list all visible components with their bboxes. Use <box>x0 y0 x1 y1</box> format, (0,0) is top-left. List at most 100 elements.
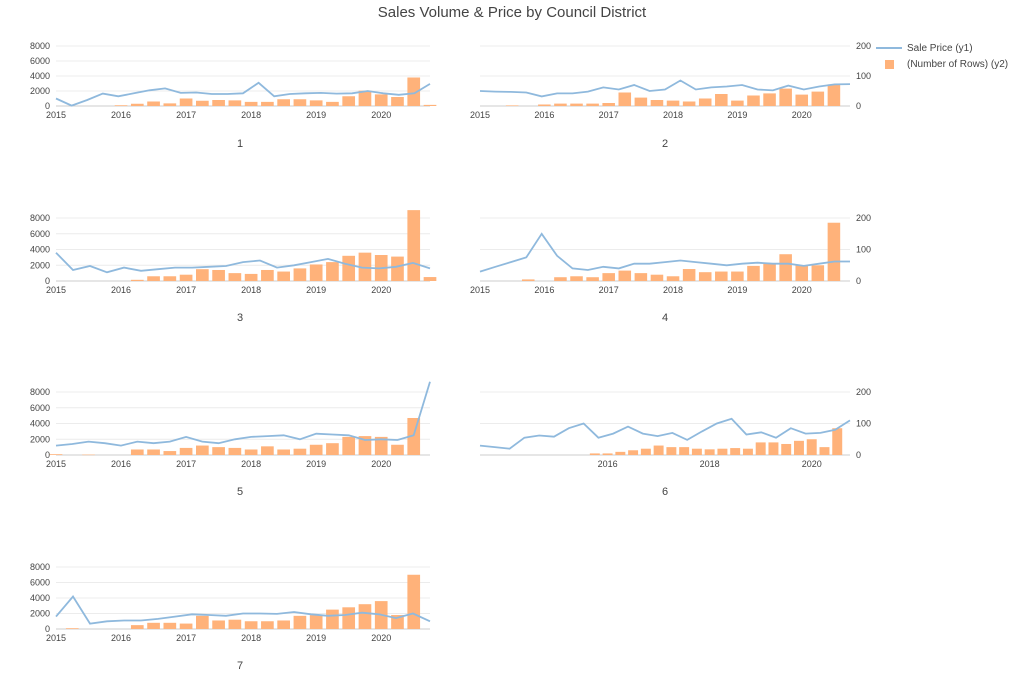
x-tick-label: 2015 <box>46 459 66 469</box>
y2-tick-label: 0 <box>856 450 861 460</box>
bar <box>691 448 702 455</box>
x-tick-label: 2016 <box>111 633 131 643</box>
x-tick-label: 2017 <box>599 285 619 295</box>
bar <box>374 94 388 106</box>
bar <box>747 95 760 106</box>
bar <box>261 621 274 629</box>
legend-item-rows[interactable]: (Number of Rows) (y2) <box>876 56 1008 72</box>
x-tick-label: 2018 <box>663 110 683 120</box>
bar <box>602 273 615 281</box>
y2-tick-label: 100 <box>856 419 871 429</box>
x-tick-label: 2020 <box>371 285 391 295</box>
bar <box>261 101 274 106</box>
x-tick-label: 2015 <box>470 110 490 120</box>
x-tick-label: 2019 <box>727 285 747 295</box>
bar <box>806 439 817 455</box>
y2-tick-label: 0 <box>856 276 861 286</box>
y1-tick-label: 4000 <box>30 419 50 429</box>
x-tick-label: 2017 <box>176 285 196 295</box>
bar <box>277 99 290 106</box>
bar <box>602 453 613 455</box>
bar <box>407 210 421 281</box>
facet-label: 4 <box>662 312 668 324</box>
facet-label: 3 <box>237 312 243 324</box>
bar <box>811 91 825 106</box>
bar <box>358 436 372 455</box>
bar <box>391 97 404 106</box>
y1-tick-label: 4000 <box>30 245 50 255</box>
bar <box>731 271 744 281</box>
y1-tick-label: 8000 <box>30 387 50 397</box>
x-tick-label: 2019 <box>306 285 326 295</box>
y1-tick-label: 0 <box>45 276 50 286</box>
bar <box>717 448 728 455</box>
bar <box>179 623 193 629</box>
y1-tick-label: 2000 <box>30 609 50 619</box>
x-tick-label: 2020 <box>802 459 822 469</box>
bar <box>147 449 160 455</box>
x-tick-label: 2018 <box>241 633 261 643</box>
y2-tick-label: 0 <box>856 101 861 111</box>
facet-label: 7 <box>237 660 243 672</box>
bar <box>342 607 356 629</box>
bar <box>554 277 567 281</box>
bar <box>212 100 225 106</box>
x-tick-label: 2020 <box>371 110 391 120</box>
x-tick-label: 2018 <box>241 459 261 469</box>
bar <box>779 88 792 106</box>
y1-tick-label: 6000 <box>30 56 50 66</box>
bar <box>326 262 339 281</box>
bar <box>147 622 160 629</box>
bar <box>277 449 290 455</box>
bar <box>309 100 323 106</box>
x-tick-label: 2015 <box>46 633 66 643</box>
bar <box>163 276 177 281</box>
y1-tick-label: 6000 <box>30 229 50 239</box>
bar <box>768 442 779 455</box>
bar <box>781 443 792 455</box>
bar <box>196 445 209 455</box>
x-tick-label: 2019 <box>306 459 326 469</box>
bar <box>730 448 741 455</box>
bar <box>715 271 728 281</box>
legend-item-sale-price[interactable]: Sale Price (y1) <box>876 40 1008 56</box>
bar <box>640 448 651 455</box>
legend: Sale Price (y1) (Number of Rows) (y2) <box>876 40 1008 72</box>
y1-tick-label: 4000 <box>30 71 50 81</box>
bar <box>793 440 804 455</box>
bar <box>130 449 144 455</box>
bar <box>212 269 225 281</box>
x-tick-label: 2015 <box>470 285 490 295</box>
bar <box>228 100 242 106</box>
sale-price-line <box>55 594 431 625</box>
x-tick-label: 2019 <box>727 110 747 120</box>
y1-tick-label: 0 <box>45 101 50 111</box>
bar <box>634 97 648 106</box>
y1-tick-label: 4000 <box>30 593 50 603</box>
x-tick-label: 2020 <box>792 110 812 120</box>
bar <box>342 255 356 281</box>
legend-label-sale-price: Sale Price (y1) <box>907 42 973 54</box>
bar <box>342 436 356 455</box>
y2-tick-label: 100 <box>856 71 871 81</box>
bar <box>261 269 274 281</box>
bar <box>212 447 225 455</box>
y1-tick-label: 0 <box>45 624 50 634</box>
bar <box>666 276 680 281</box>
bar <box>342 96 356 106</box>
bar <box>244 449 258 455</box>
bar <box>130 279 144 281</box>
x-tick-label: 2020 <box>792 285 812 295</box>
bar <box>795 265 809 281</box>
bar <box>326 101 339 106</box>
x-tick-label: 2017 <box>176 110 196 120</box>
bar <box>130 625 144 629</box>
bar <box>196 615 209 629</box>
bar <box>228 273 242 281</box>
bar <box>179 447 193 455</box>
bar <box>309 264 323 281</box>
x-tick-label: 2015 <box>46 110 66 120</box>
bar <box>779 254 792 281</box>
bar <box>586 277 599 281</box>
